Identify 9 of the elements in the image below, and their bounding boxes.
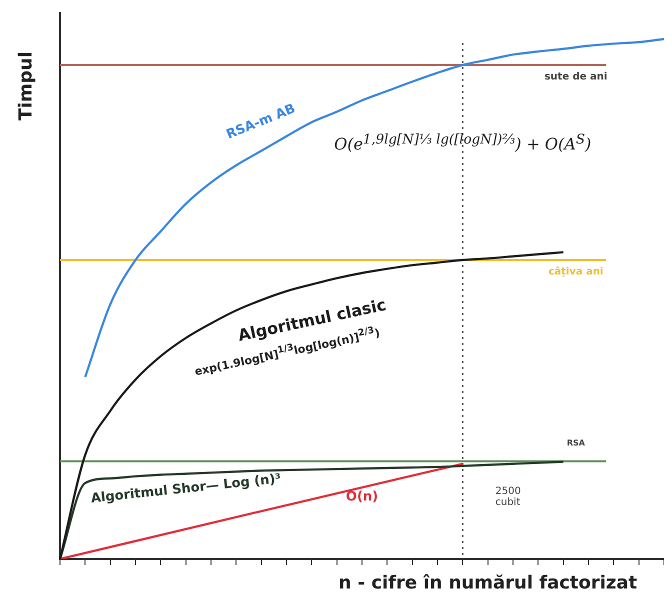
- x-axis-title: n - cifre în numărul factorizat: [338, 572, 638, 594]
- ref-line-label: câțiva ani: [548, 266, 604, 278]
- annotation: 2500 cubit: [495, 486, 522, 508]
- series-label: O(n): [346, 489, 378, 504]
- y-axis-title: Timpul: [16, 51, 36, 121]
- ref-line-label: sute de ani: [544, 72, 608, 82]
- ref-line-label: RSA: [566, 438, 585, 448]
- text: Algoritmul Shor— Log (n)³: [90, 471, 282, 506]
- annotation: O(e$^{1,9lg[N]⅓ lg([logN])⅔}$) + O(A$^{S}$): [334, 132, 592, 154]
